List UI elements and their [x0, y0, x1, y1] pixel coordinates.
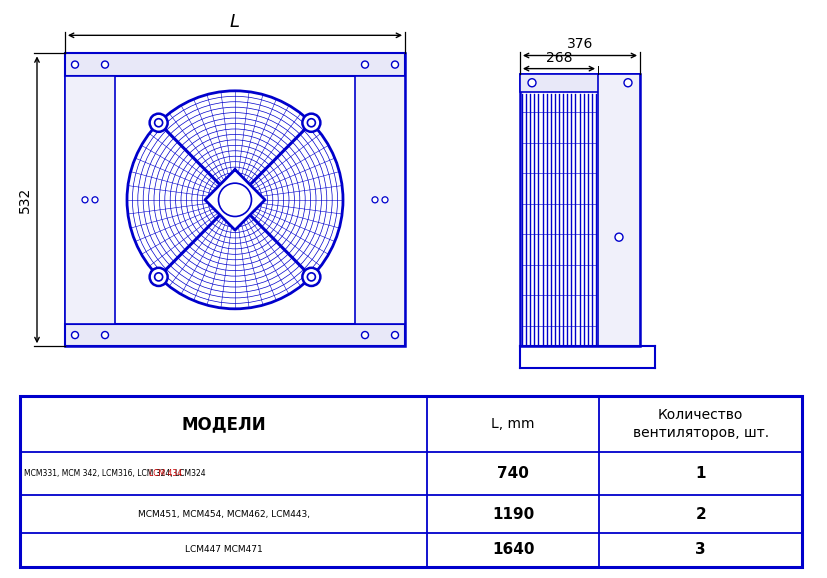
Circle shape — [391, 332, 399, 339]
Text: 1640: 1640 — [492, 542, 534, 557]
Text: МСМ331, МСМ 342, LCМ316, LCМ 324, LCМ324: МСМ331, МСМ 342, LCМ316, LCМ 324, LCМ324 — [24, 469, 206, 478]
Bar — [520, 73, 640, 92]
Circle shape — [150, 114, 168, 132]
Bar — [65, 54, 405, 346]
Circle shape — [382, 197, 388, 203]
Circle shape — [624, 79, 632, 87]
Circle shape — [218, 183, 251, 217]
Circle shape — [361, 332, 369, 339]
Text: 1190: 1190 — [492, 506, 534, 521]
Text: 2: 2 — [696, 506, 706, 521]
Circle shape — [303, 114, 320, 132]
Bar — [598, 73, 640, 346]
Circle shape — [82, 197, 88, 203]
Bar — [65, 324, 405, 346]
Text: МОДЕЛИ: МОДЕЛИ — [181, 415, 266, 433]
Text: 268: 268 — [546, 51, 572, 65]
Circle shape — [71, 61, 79, 68]
Circle shape — [155, 273, 163, 281]
Circle shape — [615, 233, 623, 241]
Circle shape — [528, 79, 536, 87]
Text: L, mm: L, mm — [491, 417, 535, 431]
Circle shape — [308, 118, 315, 127]
Text: 3: 3 — [696, 542, 706, 557]
Bar — [355, 76, 405, 324]
Circle shape — [361, 61, 369, 68]
Circle shape — [102, 61, 108, 68]
Text: Количество
вентиляторов, шт.: Количество вентиляторов, шт. — [633, 407, 769, 440]
Text: МСМ451, МСМ454, МСМ462, LCМ443,: МСМ451, МСМ454, МСМ462, LCМ443, — [138, 510, 310, 518]
Bar — [65, 54, 405, 76]
Text: LCM 434: LCM 434 — [149, 469, 182, 478]
Text: LCМ447 МСМ471: LCМ447 МСМ471 — [185, 546, 263, 554]
Circle shape — [308, 273, 315, 281]
Circle shape — [127, 91, 343, 309]
Text: L: L — [230, 13, 240, 31]
Circle shape — [155, 118, 163, 127]
Bar — [520, 73, 640, 346]
Circle shape — [372, 197, 378, 203]
Text: 1: 1 — [696, 466, 706, 481]
Polygon shape — [205, 169, 265, 230]
Circle shape — [150, 268, 168, 286]
Text: 532: 532 — [18, 187, 32, 213]
Circle shape — [71, 332, 79, 339]
Circle shape — [102, 332, 108, 339]
Circle shape — [92, 197, 98, 203]
Bar — [65, 76, 115, 324]
Text: 740: 740 — [497, 466, 529, 481]
Text: 376: 376 — [566, 38, 593, 51]
Circle shape — [303, 268, 320, 286]
Circle shape — [391, 61, 399, 68]
